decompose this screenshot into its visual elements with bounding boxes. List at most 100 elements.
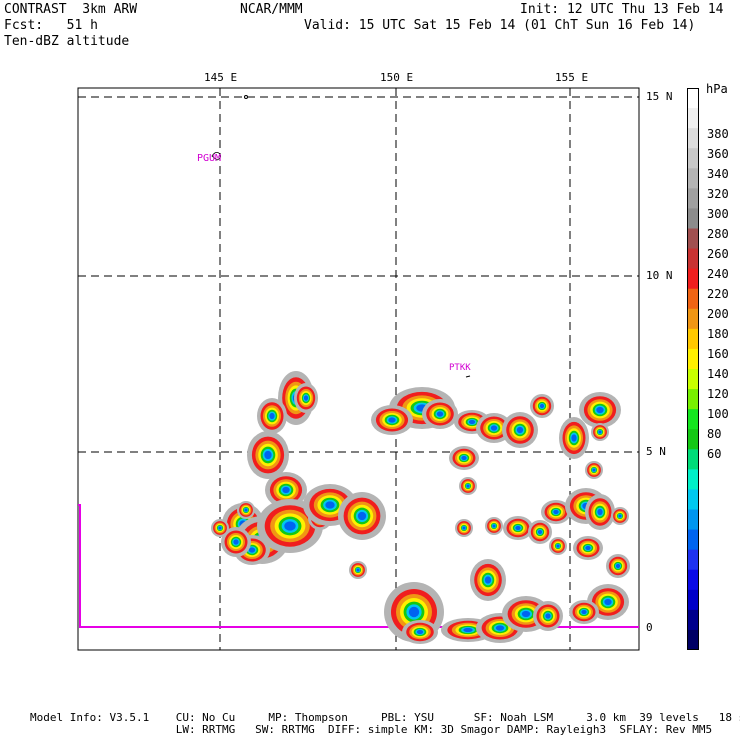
chuuk-island: [465, 375, 471, 378]
center-name: NCAR/MMM: [240, 2, 303, 17]
colorbar-swatch: [687, 108, 699, 129]
storm-cell-contour: [218, 526, 222, 530]
storm-cell: [459, 477, 477, 495]
storm-cell-contour: [604, 598, 612, 606]
storm-cell-contour: [416, 629, 424, 635]
storm-cell: [402, 620, 438, 644]
valid-time: Valid: 15 UTC Sat 15 Feb 14 (01 ChT Sun …: [304, 18, 696, 33]
colorbar-label: 340: [707, 167, 729, 181]
storm-cell-contour: [615, 563, 621, 569]
storm-cell-contour: [490, 425, 498, 431]
storm-cell: [579, 392, 621, 428]
storm-cell: [606, 554, 630, 578]
lat-lon-grid: [78, 88, 639, 650]
colorbar-swatch: [687, 228, 699, 250]
storm-cell-contour: [521, 610, 531, 618]
storm-cell: [559, 417, 589, 459]
colorbar-swatch: [687, 308, 699, 330]
colorbar-label: 320: [707, 187, 729, 201]
storm-cell-contour: [463, 627, 473, 633]
colorbar-swatch: [687, 88, 699, 109]
storm-cell: [265, 472, 307, 508]
colorbar-label: 380: [707, 127, 729, 141]
storm-cell-contour: [556, 544, 560, 548]
colorbar-swatch: [687, 469, 699, 490]
colorbar-swatch: [687, 328, 699, 350]
model-name: CONTRAST 3km ARW: [4, 2, 138, 17]
storm-cell-contour: [325, 501, 335, 509]
colorbar-swatch: [687, 288, 699, 310]
storm-cell: [338, 492, 386, 540]
storm-cell-contour: [468, 419, 476, 425]
lat-label-15n: 15 N: [646, 90, 673, 103]
storm-cell-contour: [618, 514, 622, 518]
colorbar-label: 180: [707, 327, 729, 341]
storm-cell-contour: [233, 539, 239, 545]
map-frame: [77, 87, 640, 651]
model-info-line1: Model Info: V3.5.1 CU: No Cu MP: Thompso…: [30, 711, 740, 724]
storm-cell: [449, 446, 479, 470]
colorbar-swatch: [687, 248, 699, 270]
storm-cell: [422, 399, 458, 429]
colorbar-swatch: [687, 168, 699, 189]
storm-cell-contour: [492, 524, 496, 528]
colorbar-swatch: [687, 629, 699, 650]
colorbar-swatch: [687, 609, 699, 631]
colorbar-label: 120: [707, 387, 729, 401]
storm-cell: [533, 601, 563, 631]
storm-cell: [530, 394, 554, 418]
storm-cell-contour: [581, 609, 587, 615]
colorbar-swatch: [687, 489, 699, 510]
storm-cell-contour: [408, 606, 420, 618]
storm-cell: [587, 584, 629, 620]
colorbar-swatch: [687, 369, 699, 390]
storm-cell: [485, 517, 503, 535]
storm-cell-contour: [516, 426, 524, 434]
colorbar-swatch: [687, 569, 699, 591]
domain-boundary: [78, 504, 639, 628]
station-ptkk: PTKK: [449, 363, 471, 373]
storm-cell: [585, 494, 615, 530]
lat-label-10n: 10 N: [646, 269, 673, 282]
storm-cell-contour: [462, 526, 466, 530]
guam-island: [211, 152, 221, 161]
colorbar-label: 300: [707, 207, 729, 221]
storm-cell-contour: [436, 411, 444, 417]
lon-label-155e: 155 E: [555, 71, 589, 84]
colorbar-swatch: [687, 449, 699, 470]
storm-cell: [349, 561, 367, 579]
colorbar-swatch: [687, 389, 699, 410]
colorbar-swatch: [687, 409, 699, 430]
storm-cell: [549, 537, 567, 555]
storm-cell: [476, 613, 524, 643]
colorbar-swatch: [687, 429, 699, 450]
storm-cell: [247, 431, 289, 479]
colorbar-swatch: [687, 208, 699, 229]
storm-cell-contour: [303, 395, 309, 401]
lat-label-0: 0: [646, 621, 653, 634]
storm-cell-contour: [388, 417, 396, 423]
colorbar-swatch: [687, 348, 699, 370]
storm-cell-contour: [282, 486, 290, 494]
colorbar-swatch: [687, 268, 699, 290]
storm-cell-contour: [585, 545, 591, 551]
colorbar-swatch: [687, 509, 699, 531]
storm-cell: [611, 507, 629, 525]
storm-cell-contour: [537, 529, 543, 535]
lon-label-150e: 150 E: [380, 71, 414, 84]
storm-cell: [503, 516, 533, 540]
colorbar-label: 260: [707, 247, 729, 261]
storm-cell-contour: [597, 508, 603, 516]
colorbar-swatch: [687, 549, 699, 571]
storm-cell-contour: [553, 509, 559, 515]
storm-cell-contour: [571, 434, 577, 442]
storm-cell-contour: [592, 468, 596, 472]
storm-cell-contour: [461, 455, 467, 461]
colorbar-label: 80: [707, 427, 722, 441]
field-name: Ten-dBZ altitude: [4, 34, 130, 49]
storm-cell: [294, 383, 318, 413]
storm-cell: [502, 412, 538, 448]
colorbar-label: 60: [707, 447, 722, 461]
colorbar-label: 220: [707, 287, 729, 301]
colorbar-unit: hPa: [706, 82, 728, 96]
